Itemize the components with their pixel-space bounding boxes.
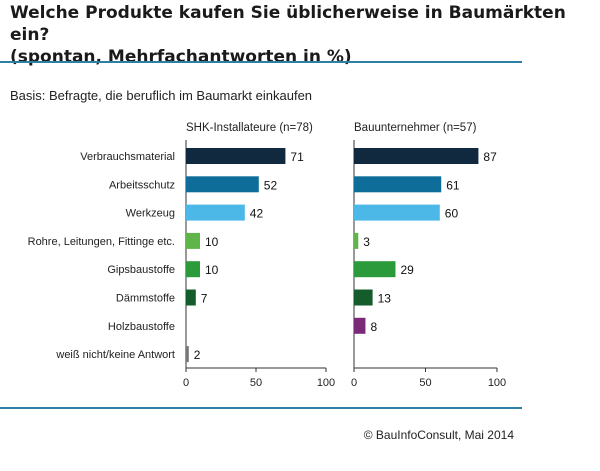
panel-title: Bauunternehmer (n=57) [354, 122, 477, 134]
data-label: 29 [400, 263, 414, 277]
x-tick-label: 50 [250, 377, 262, 389]
category-label: Gipsbaustoffe [107, 264, 175, 276]
data-label: 71 [290, 150, 304, 164]
data-label: 60 [445, 207, 459, 221]
x-tick-label: 100 [317, 377, 335, 389]
category-label: weiß nicht/keine Antwort [55, 349, 175, 361]
bar [186, 289, 196, 306]
bar [354, 261, 396, 278]
data-label: 42 [250, 207, 264, 221]
category-label: Arbeitsschutz [109, 179, 175, 191]
data-label: 10 [205, 263, 219, 277]
category-label: Werkzeug [126, 208, 175, 220]
bar [354, 176, 442, 193]
bar [354, 148, 479, 164]
bar [186, 232, 200, 249]
bar [354, 289, 373, 306]
category-label: Holzbaustoffe [108, 321, 175, 333]
bar [186, 261, 200, 278]
title-divider [0, 61, 522, 63]
panel-title: SHK-Installateure (n=78) [186, 122, 313, 134]
x-tick-label: 0 [183, 377, 189, 389]
category-label: Verbrauchsmaterial [80, 151, 175, 163]
bar [186, 204, 245, 221]
title-line-1: Welche Produkte kaufen Sie üblicherweise… [10, 3, 566, 45]
data-label: 87 [483, 150, 497, 164]
data-label: 8 [370, 320, 377, 334]
data-label: 3 [363, 235, 370, 249]
x-tick-label: 100 [488, 377, 506, 389]
category-label: Dämmstoffe [116, 293, 175, 305]
bar [354, 232, 359, 249]
category-label: Rohre, Leitungen, Fittinge etc. [28, 236, 175, 248]
data-label: 7 [201, 292, 208, 306]
footer-divider [0, 407, 522, 409]
bar [354, 317, 366, 334]
bar [186, 176, 259, 193]
basis-note: Basis: Befragte, die beruflich im Baumar… [10, 88, 313, 103]
copyright-footer: © BauInfoConsult, Mai 2014 [363, 428, 514, 442]
data-label: 2 [194, 348, 201, 362]
bar [186, 148, 286, 164]
data-label: 61 [446, 178, 460, 192]
bar [186, 346, 189, 363]
x-tick-label: 50 [419, 377, 431, 389]
data-label: 52 [264, 178, 278, 192]
data-label: 10 [205, 235, 219, 249]
data-label: 13 [378, 292, 392, 306]
x-tick-label: 0 [351, 377, 357, 389]
bar [354, 204, 440, 221]
